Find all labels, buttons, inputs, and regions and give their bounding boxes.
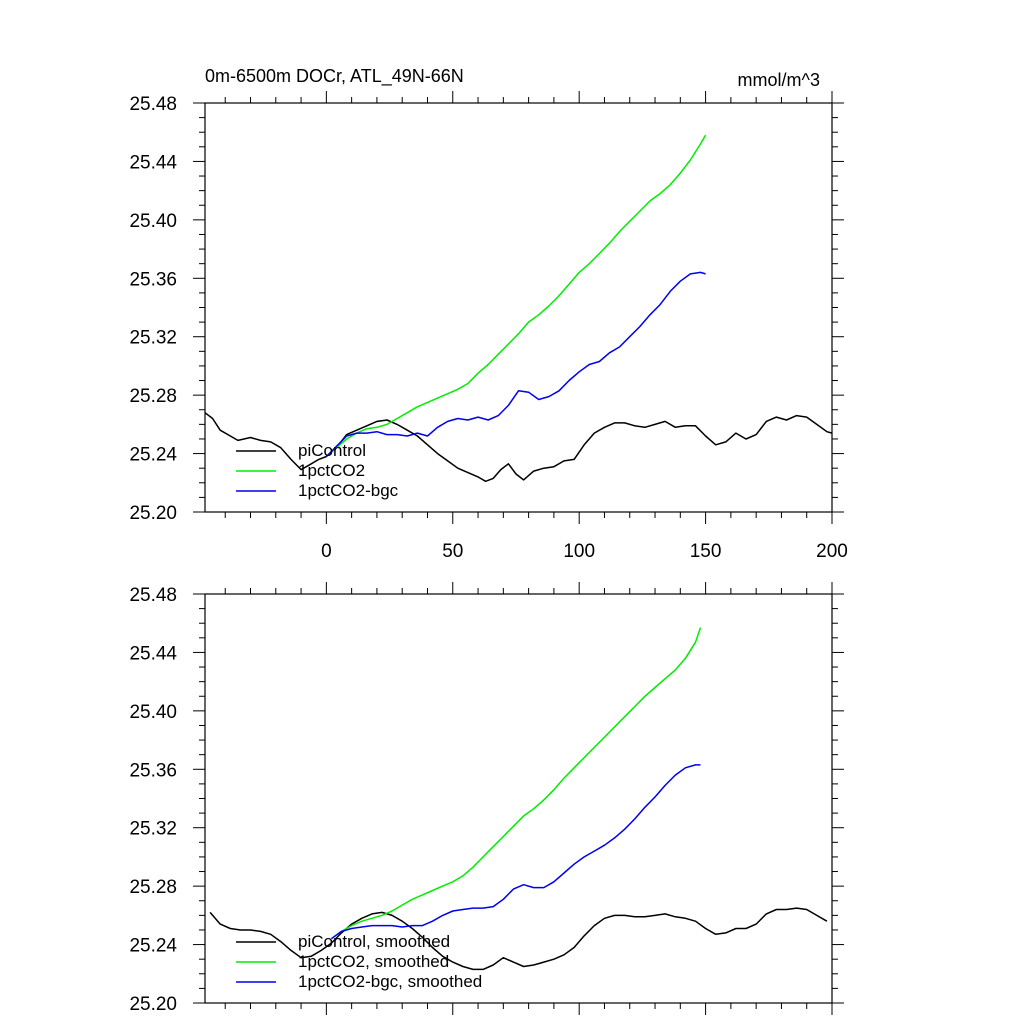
top-panel: 0m-6500m DOCr, ATL_49N-66N mmol/m^3 0 50 1… xyxy=(129,66,847,562)
y-tick-label: 25.28 xyxy=(129,386,177,407)
series-line-1pctco2-bgc xyxy=(325,271,706,458)
top-plot-area: 0 50 100 150 200 25.20 25.24 25.28 25.32 25.36 25.… xyxy=(129,91,848,562)
y-tick-label: 25.20 xyxy=(129,994,177,1015)
y-tick-label: 25.48 xyxy=(129,585,177,606)
x-tick-label: 150 xyxy=(690,541,722,562)
y-tick-label: 25.48 xyxy=(129,94,177,115)
y-tick-label: 25.36 xyxy=(129,760,177,781)
bottom-plot-area: 25.20 25.24 25.28 25.32 25.36 25.40 25.44 25.48… xyxy=(129,582,844,1015)
x-tick-label: 200 xyxy=(816,541,848,562)
y-tick-label: 25.32 xyxy=(129,819,177,840)
y-tick-label: 25.32 xyxy=(129,328,177,349)
series-line-picontrol-smoothed xyxy=(209,907,828,971)
legend-label: piControl xyxy=(298,441,366,460)
chart-title: 0m-6500m DOCr, ATL_49N-66N xyxy=(205,66,464,87)
y-tick-label: 25.36 xyxy=(129,269,177,290)
y-tick-label: 25.44 xyxy=(129,643,177,664)
y-tick-label: 25.40 xyxy=(129,211,177,232)
x-tick-label: 100 xyxy=(563,541,595,562)
x-tick-label: 0 xyxy=(321,541,332,562)
y-tick-label: 25.44 xyxy=(129,152,177,173)
units-label: mmol/m^3 xyxy=(738,70,820,90)
series-line-1pctco2-bgc-smoothed xyxy=(330,764,701,940)
legend-label: 1pctCO2-bgc xyxy=(298,481,399,500)
bottom-panel: 25.20 25.24 25.28 25.32 25.36 25.40 25.44 25.48… xyxy=(129,582,844,1015)
series-line-1pctco2 xyxy=(325,134,707,458)
series-line-picontrol xyxy=(204,412,833,483)
y-tick-label: 25.24 xyxy=(129,936,177,957)
y-tick-label: 25.24 xyxy=(129,445,177,466)
y-tick-label: 25.20 xyxy=(129,503,177,524)
legend-label: 1pctCO2, smoothed xyxy=(298,952,449,971)
legend-label: 1pctCO2-bgc, smoothed xyxy=(298,972,482,991)
series-line-1pctco2-smoothed xyxy=(330,627,702,940)
y-tick-label: 25.28 xyxy=(129,877,177,898)
x-tick-label: 50 xyxy=(442,541,463,562)
legend-label: piControl, smoothed xyxy=(298,932,450,951)
legend-label: 1pctCO2 xyxy=(298,461,365,480)
y-tick-label: 25.40 xyxy=(129,702,177,723)
